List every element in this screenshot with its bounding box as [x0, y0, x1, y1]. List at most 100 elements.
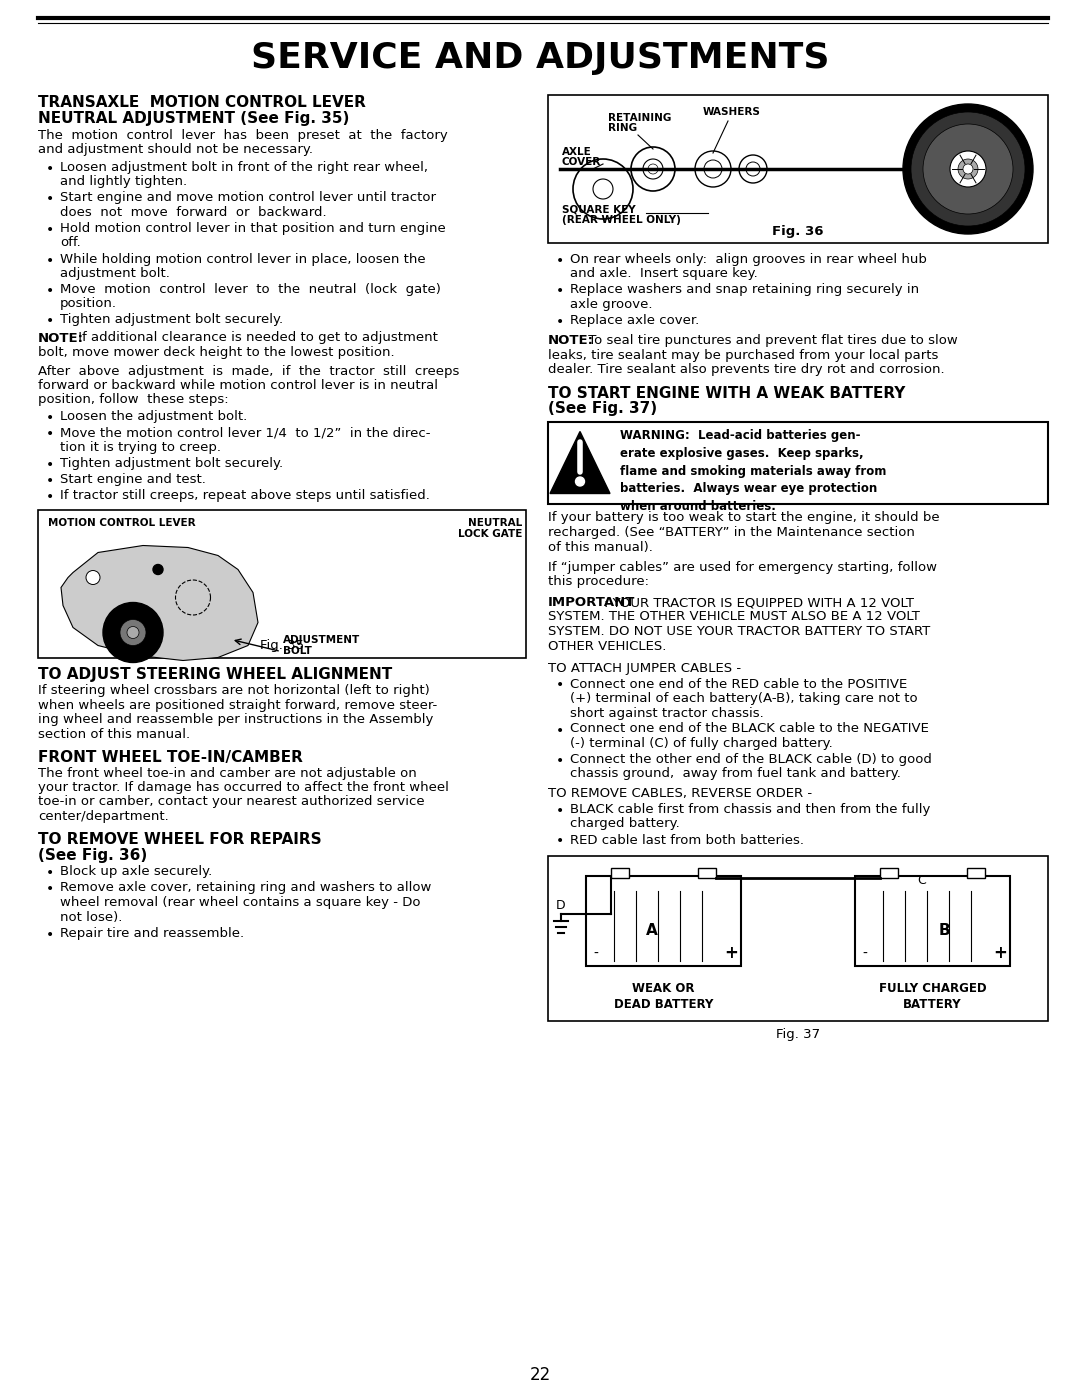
Circle shape — [950, 151, 986, 187]
Text: your tractor. If damage has occurred to affect the front wheel: your tractor. If damage has occurred to … — [38, 781, 449, 793]
Text: dealer. Tire sealant also prevents tire dry rot and corrosion.: dealer. Tire sealant also prevents tire … — [548, 363, 945, 376]
Text: WEAK OR
DEAD BATTERY: WEAK OR DEAD BATTERY — [613, 982, 713, 1010]
Text: MOTION CONTROL LEVER: MOTION CONTROL LEVER — [48, 517, 195, 528]
Text: ADJUSTMENT
BOLT: ADJUSTMENT BOLT — [283, 634, 361, 657]
Text: (+) terminal of each battery(A-B), taking care not to: (+) terminal of each battery(A-B), takin… — [570, 692, 918, 705]
Text: short against tractor chassis.: short against tractor chassis. — [570, 707, 764, 719]
Text: Connect one end of the BLACK cable to the NEGATIVE: Connect one end of the BLACK cable to th… — [570, 722, 929, 735]
Circle shape — [648, 163, 658, 175]
Text: •: • — [556, 254, 564, 268]
Text: when wheels are positioned straight forward, remove steer-: when wheels are positioned straight forw… — [38, 698, 437, 711]
Text: this procedure:: this procedure: — [548, 576, 649, 588]
Text: Loosen adjustment bolt in front of the right rear wheel,: Loosen adjustment bolt in front of the r… — [60, 161, 428, 175]
Text: C: C — [918, 875, 927, 887]
Text: and lightly tighten.: and lightly tighten. — [60, 176, 187, 189]
Bar — [611, 868, 629, 877]
Text: wheel removal (rear wheel contains a square key - Do: wheel removal (rear wheel contains a squ… — [60, 895, 420, 909]
Text: RING: RING — [608, 123, 637, 133]
Text: •: • — [556, 754, 564, 768]
Text: •: • — [46, 883, 54, 897]
Text: •: • — [46, 162, 54, 176]
Text: -: - — [863, 947, 867, 961]
Text: After  above  adjustment  is  made,  if  the  tractor  still  creeps: After above adjustment is made, if the t… — [38, 365, 459, 377]
Text: NOTE:: NOTE: — [38, 331, 84, 345]
Text: IMPORTANT: IMPORTANT — [548, 597, 635, 609]
Text: and adjustment should not be necessary.: and adjustment should not be necessary. — [38, 144, 313, 156]
Text: RED cable last from both batteries.: RED cable last from both batteries. — [570, 834, 804, 847]
Text: FULLY CHARGED
BATTERY: FULLY CHARGED BATTERY — [879, 982, 986, 1010]
Text: Tighten adjustment bolt securely.: Tighten adjustment bolt securely. — [60, 313, 283, 327]
Text: Replace axle cover.: Replace axle cover. — [570, 314, 699, 327]
Text: To seal tire punctures and prevent flat tires due to slow: To seal tire punctures and prevent flat … — [584, 334, 958, 346]
Text: (See Fig. 36): (See Fig. 36) — [38, 848, 147, 863]
Bar — [967, 868, 985, 877]
Text: Start engine and move motion control lever until tractor: Start engine and move motion control lev… — [60, 191, 436, 204]
Text: bolt, move mower deck height to the lowest position.: bolt, move mower deck height to the lowe… — [38, 346, 394, 359]
Circle shape — [120, 619, 146, 645]
Bar — [698, 868, 716, 877]
Circle shape — [746, 162, 760, 176]
Text: +: + — [724, 944, 738, 963]
Text: •: • — [46, 489, 54, 503]
Circle shape — [576, 476, 584, 486]
Text: TO REMOVE CABLES, REVERSE ORDER -: TO REMOVE CABLES, REVERSE ORDER - — [548, 788, 812, 800]
Text: Replace washers and snap retaining ring securely in: Replace washers and snap retaining ring … — [570, 284, 919, 296]
Text: NOTE:: NOTE: — [548, 334, 594, 346]
Text: not lose).: not lose). — [60, 911, 122, 923]
Circle shape — [912, 112, 1025, 226]
Text: does  not  move  forward  or  backward.: does not move forward or backward. — [60, 205, 326, 219]
Text: •: • — [556, 285, 564, 299]
Text: Remove axle cover, retaining ring and washers to allow: Remove axle cover, retaining ring and wa… — [60, 882, 431, 894]
Text: •: • — [556, 805, 564, 819]
Bar — [38, 510, 526, 658]
Bar — [855, 876, 1010, 965]
Circle shape — [963, 163, 973, 175]
Circle shape — [631, 147, 675, 191]
Circle shape — [127, 626, 139, 638]
Text: TRANSAXLE  MOTION CONTROL LEVER: TRANSAXLE MOTION CONTROL LEVER — [38, 95, 366, 110]
Text: COVER: COVER — [562, 156, 602, 168]
Text: •: • — [46, 928, 54, 942]
Text: •: • — [46, 411, 54, 425]
Text: •: • — [46, 284, 54, 298]
Bar — [548, 855, 1048, 1020]
Text: SYSTEM. DO NOT USE YOUR TRACTOR BATTERY TO START: SYSTEM. DO NOT USE YOUR TRACTOR BATTERY … — [548, 624, 930, 638]
Text: Connect the other end of the BLACK cable (D) to good: Connect the other end of the BLACK cable… — [570, 753, 932, 766]
Text: •: • — [46, 314, 54, 328]
Circle shape — [593, 179, 613, 198]
Text: The  motion  control  lever  has  been  preset  at  the  factory: The motion control lever has been preset… — [38, 129, 448, 142]
Text: Hold motion control lever in that position and turn engine: Hold motion control lever in that positi… — [60, 222, 446, 235]
Text: TO ADJUST STEERING WHEEL ALIGNMENT: TO ADJUST STEERING WHEEL ALIGNMENT — [38, 668, 392, 683]
Bar — [548, 422, 1048, 503]
Polygon shape — [60, 545, 258, 661]
Circle shape — [103, 602, 163, 662]
Text: and axle.  Insert square key.: and axle. Insert square key. — [570, 267, 758, 281]
Text: OTHER VEHICLES.: OTHER VEHICLES. — [548, 640, 666, 652]
Text: •: • — [46, 457, 54, 472]
Text: If additional clearance is needed to get to adjustment: If additional clearance is needed to get… — [75, 331, 437, 345]
Circle shape — [643, 159, 663, 179]
Text: AXLE: AXLE — [562, 147, 592, 156]
Text: 22: 22 — [529, 1366, 551, 1384]
Text: adjustment bolt.: adjustment bolt. — [60, 267, 170, 279]
Text: center/department.: center/department. — [38, 810, 168, 823]
Circle shape — [739, 155, 767, 183]
Text: D: D — [556, 900, 566, 912]
Text: chassis ground,  away from fuel tank and battery.: chassis ground, away from fuel tank and … — [570, 767, 901, 781]
Text: TO ATTACH JUMPER CABLES -: TO ATTACH JUMPER CABLES - — [548, 662, 741, 675]
Text: •: • — [46, 193, 54, 207]
Text: WARNING:  Lead-acid batteries gen-
erate explosive gases.  Keep sparks,
flame an: WARNING: Lead-acid batteries gen- erate … — [620, 429, 887, 513]
Text: +: + — [994, 944, 1007, 963]
Text: charged battery.: charged battery. — [570, 817, 679, 830]
Text: (See Fig. 37): (See Fig. 37) — [548, 401, 657, 416]
Text: NEUTRAL ADJUSTMENT (See Fig. 35): NEUTRAL ADJUSTMENT (See Fig. 35) — [38, 110, 349, 126]
Circle shape — [153, 564, 163, 574]
Text: SYSTEM. THE OTHER VEHICLE MUST ALSO BE A 12 VOLT: SYSTEM. THE OTHER VEHICLE MUST ALSO BE A… — [548, 610, 920, 623]
Text: SQUARE KEY: SQUARE KEY — [562, 205, 636, 215]
Bar — [548, 95, 1048, 243]
Text: Repair tire and reassemble.: Repair tire and reassemble. — [60, 926, 244, 940]
Text: (REAR WHEEL ONLY): (REAR WHEEL ONLY) — [562, 215, 680, 225]
Text: TO REMOVE WHEEL FOR REPAIRS: TO REMOVE WHEEL FOR REPAIRS — [38, 833, 322, 848]
Text: Tighten adjustment bolt securely.: Tighten adjustment bolt securely. — [60, 457, 283, 469]
Text: While holding motion control lever in place, loosen the: While holding motion control lever in pl… — [60, 253, 426, 265]
